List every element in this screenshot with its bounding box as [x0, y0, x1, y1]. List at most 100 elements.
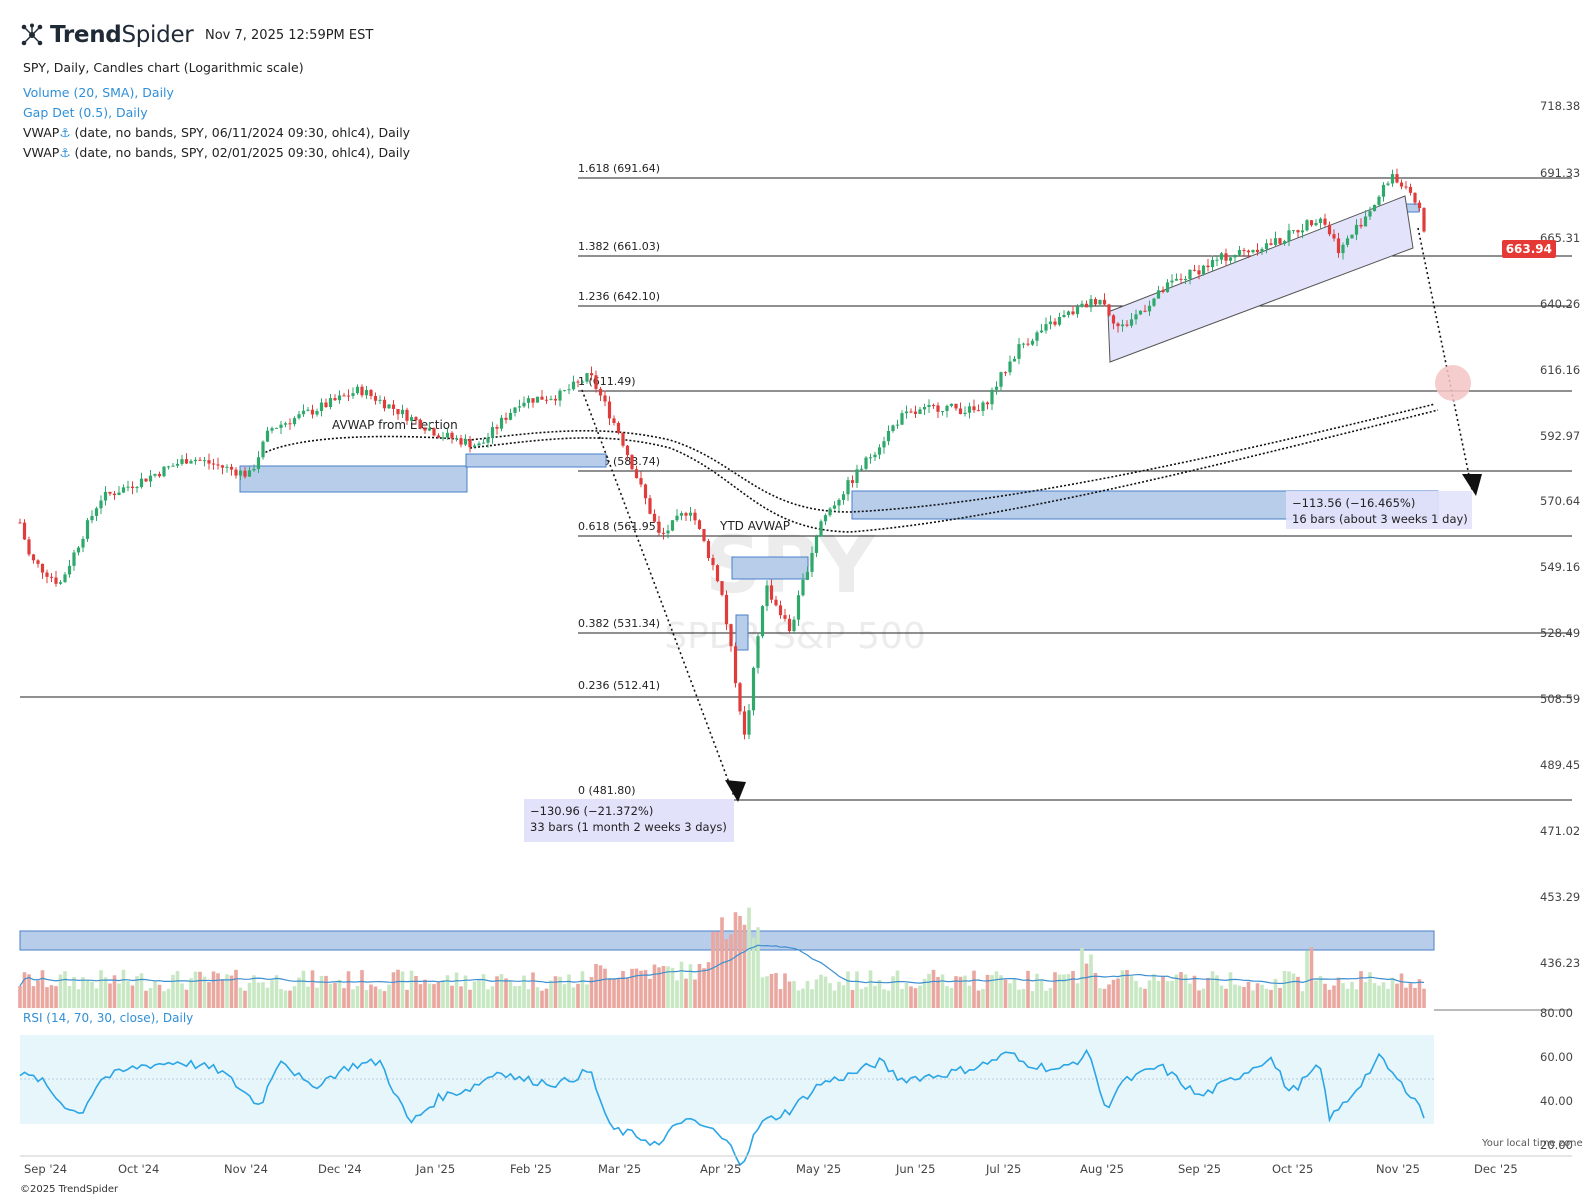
candle-body — [1399, 182, 1404, 187]
volume-bar — [1147, 980, 1152, 1008]
candle-body — [1039, 330, 1044, 333]
volume-bar — [54, 986, 58, 1008]
candle-body — [675, 515, 679, 521]
volume-bar — [864, 986, 868, 1008]
target-marker[interactable] — [1435, 365, 1471, 401]
candle-body — [414, 417, 418, 421]
volume-bar — [778, 989, 783, 1008]
candle-body — [1309, 220, 1314, 226]
candle-body — [882, 441, 886, 448]
volume-bar — [234, 969, 238, 1008]
volume-bar — [616, 978, 621, 1008]
volume-bar — [445, 975, 450, 1008]
volume-bar — [1363, 982, 1368, 1008]
candle-body — [544, 399, 549, 401]
chart-title: SPY, Daily, Candles chart (Logarithmic s… — [23, 60, 304, 75]
volume-bar — [1251, 990, 1255, 1008]
volume-bar — [1233, 984, 1237, 1008]
rsi-tick-label: 80.00 — [1540, 1006, 1573, 1020]
candle-body — [774, 599, 778, 606]
volume-bar — [1309, 947, 1314, 1008]
volume-bar — [1165, 981, 1170, 1008]
candle-body — [936, 405, 940, 412]
candle-body — [981, 402, 985, 411]
candle-body — [747, 710, 751, 735]
candle-body — [616, 422, 621, 434]
candle-body — [31, 554, 36, 561]
volume-bar — [733, 912, 738, 1008]
volume-bar — [855, 971, 859, 1008]
candle-body — [1282, 241, 1287, 244]
volume-bar — [1269, 989, 1273, 1008]
volume-bar — [333, 982, 337, 1008]
volume-bar — [535, 987, 540, 1008]
volume-bar — [666, 966, 670, 1008]
volume-bar — [1395, 983, 1399, 1008]
candle-body — [1030, 340, 1035, 345]
candle-body — [229, 466, 234, 470]
candle-body — [436, 435, 441, 438]
candle-body — [1372, 204, 1377, 212]
volume-bar — [508, 981, 513, 1008]
candle-body — [976, 410, 981, 412]
candle-body — [513, 407, 517, 413]
candle-body — [1012, 358, 1017, 362]
volume-bar — [193, 971, 198, 1008]
volume-bar — [121, 969, 126, 1008]
candle-body — [373, 396, 378, 401]
candle-body — [27, 539, 31, 555]
volume-bar — [72, 977, 76, 1008]
fib-levels: 1.618 (691.64) 1.382 (661.03) 1.236 (642… — [20, 162, 1572, 801]
volume-bar — [1372, 983, 1377, 1008]
candle-body — [112, 493, 117, 496]
volume-bar — [1386, 988, 1390, 1008]
volume-bar — [1102, 988, 1107, 1008]
indicator-vwap-2[interactable]: VWAP⚓ (date, no bands, SPY, 02/01/2025 0… — [23, 145, 411, 160]
volume-bar — [810, 989, 814, 1008]
candle-body — [441, 437, 445, 439]
volume-bar — [225, 974, 229, 1008]
candle-body — [288, 423, 292, 425]
candle-body — [468, 439, 472, 448]
measure-box-1-line1: −130.96 (−21.372%) — [530, 804, 653, 818]
indicator-vwap-1[interactable]: VWAP⚓ (date, no bands, SPY, 06/11/2024 0… — [23, 125, 411, 140]
x-tick-label: Jul '25 — [985, 1162, 1021, 1176]
candle-body — [481, 442, 486, 444]
volume-bar — [589, 977, 594, 1008]
candle-body — [216, 464, 220, 466]
gap-zone — [239, 465, 468, 493]
indicator-volume[interactable]: Volume (20, SMA), Daily — [23, 85, 174, 100]
candle-body — [922, 406, 927, 410]
candle-body — [279, 424, 283, 428]
volume-bar — [1228, 972, 1233, 1008]
candle-body — [423, 428, 427, 431]
rsi-label[interactable]: RSI (14, 70, 30, close), Daily — [23, 1011, 193, 1025]
candle-body — [49, 576, 54, 578]
vwap-election-line — [261, 403, 1436, 513]
volume-bar — [180, 983, 184, 1008]
rsi-tick-label: 40.00 — [1540, 1094, 1573, 1108]
candle-body — [81, 538, 85, 548]
candle-body — [1327, 224, 1332, 235]
candle-body — [873, 454, 877, 458]
indicator-gap-det[interactable]: Gap Det (0.5), Daily — [23, 105, 148, 120]
local-timezone-label[interactable]: Your local time zone — [1482, 1138, 1583, 1149]
candle-body — [1336, 238, 1341, 254]
volume-bar — [1264, 988, 1269, 1008]
price-channel[interactable] — [1107, 195, 1414, 363]
volume-bar — [549, 980, 553, 1008]
volume-bar — [814, 979, 819, 1008]
volume-bar — [1201, 988, 1206, 1008]
candle-body — [999, 372, 1003, 387]
candle-body — [1048, 321, 1053, 325]
volume-bar — [90, 981, 94, 1008]
candle-body — [144, 478, 148, 482]
candle-body — [540, 396, 544, 400]
candle-body — [562, 390, 567, 392]
volume-bar — [927, 973, 931, 1008]
candle-body — [180, 459, 184, 464]
volume-bar — [531, 972, 535, 1008]
measure-box-2 — [1286, 491, 1472, 529]
volume-bar — [477, 980, 481, 1008]
